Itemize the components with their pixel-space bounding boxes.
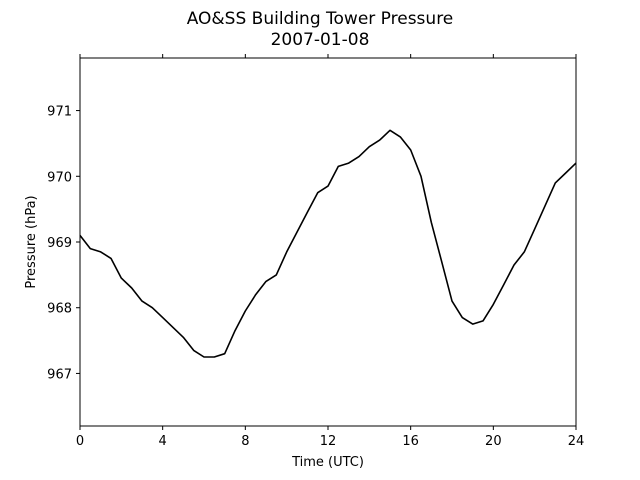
chart-title: AO&SS Building Tower Pressure [187, 9, 454, 29]
y-tick-label: 968 [47, 302, 72, 317]
y-tick-label: 969 [47, 236, 72, 251]
x-axis-label: Time (UTC) [291, 455, 364, 470]
chart-subtitle: 2007-01-08 [271, 30, 370, 50]
x-tick-label: 20 [485, 434, 502, 449]
plot-area-frame [79, 57, 577, 427]
pressure-series-line [79, 129, 577, 358]
x-tick-label: 0 [76, 434, 84, 449]
x-tick-label: 24 [568, 434, 585, 449]
x-tick-label: 16 [402, 434, 419, 449]
y-axis-label: Pressure (hPa) [24, 195, 39, 288]
x-tick-label: 4 [159, 434, 167, 449]
y-tick-label: 967 [47, 367, 72, 382]
y-tick-label: 971 [47, 105, 72, 120]
axis-ticks: 0 4 8 12 16 20 24 967 968 969 970 971 [47, 54, 584, 449]
x-tick-label: 8 [241, 434, 249, 449]
y-tick-label: 970 [47, 170, 72, 185]
x-tick-label: 12 [320, 434, 337, 449]
